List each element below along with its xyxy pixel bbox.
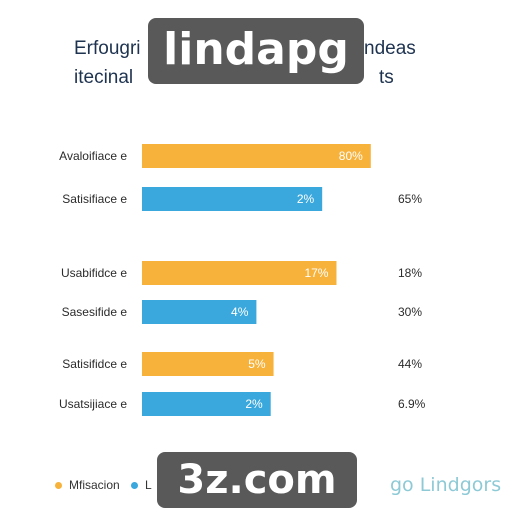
- category-label-1: Satisifiace e: [62, 192, 127, 206]
- legend-swatch-orange: [55, 481, 62, 489]
- bar-value-label-3: 4%: [231, 305, 249, 319]
- bar-1: [142, 187, 323, 211]
- watermark-bottom: 3z.com: [157, 452, 357, 508]
- bar-0: [142, 144, 371, 168]
- side-value-label-4: 44%: [398, 357, 422, 371]
- side-value-label-1: 65%: [398, 192, 422, 206]
- legend-swatch-blue: [131, 481, 138, 489]
- category-label-4: Satisifidce e: [62, 357, 127, 371]
- bar-5: [142, 392, 271, 416]
- legend-label-blue: L: [145, 478, 152, 492]
- legend-label-orange: Mfisacion: [69, 478, 120, 492]
- side-value-label-3: 30%: [398, 305, 422, 319]
- title-line2-right: ts: [379, 67, 394, 88]
- legend-item-orange: Mfisacion: [55, 478, 120, 492]
- category-label-5: Usatsijiace e: [59, 397, 127, 411]
- category-label-2: Usabifidce e: [61, 266, 127, 280]
- chart-title: Erfougri ndeas itecinal ts: [74, 34, 454, 88]
- bar-value-label-5: 2%: [245, 397, 263, 411]
- title-line2-left: itecinal: [74, 67, 134, 88]
- bar-value-label-0: 80%: [339, 149, 363, 163]
- bar-value-label-2: 17%: [304, 266, 328, 280]
- side-value-label-2: 18%: [398, 266, 422, 280]
- title-line1-right: ndeas: [364, 38, 416, 59]
- bar-value-label-4: 5%: [248, 357, 266, 371]
- legend-item-blue: L: [131, 478, 152, 492]
- brand-logo-text: go Lindgors: [390, 474, 502, 496]
- title-line1-left: Erfougri: [74, 38, 141, 59]
- watermark-top: lindapg: [148, 18, 364, 84]
- bar-2: [142, 261, 337, 285]
- side-value-label-5: 6.9%: [398, 397, 426, 411]
- bar-4: [142, 352, 274, 376]
- category-label-0: Avaloifiace e: [59, 149, 127, 163]
- category-label-3: Sasesifide e: [62, 305, 128, 319]
- bar-3: [142, 300, 257, 324]
- bar-value-label-1: 2%: [297, 192, 315, 206]
